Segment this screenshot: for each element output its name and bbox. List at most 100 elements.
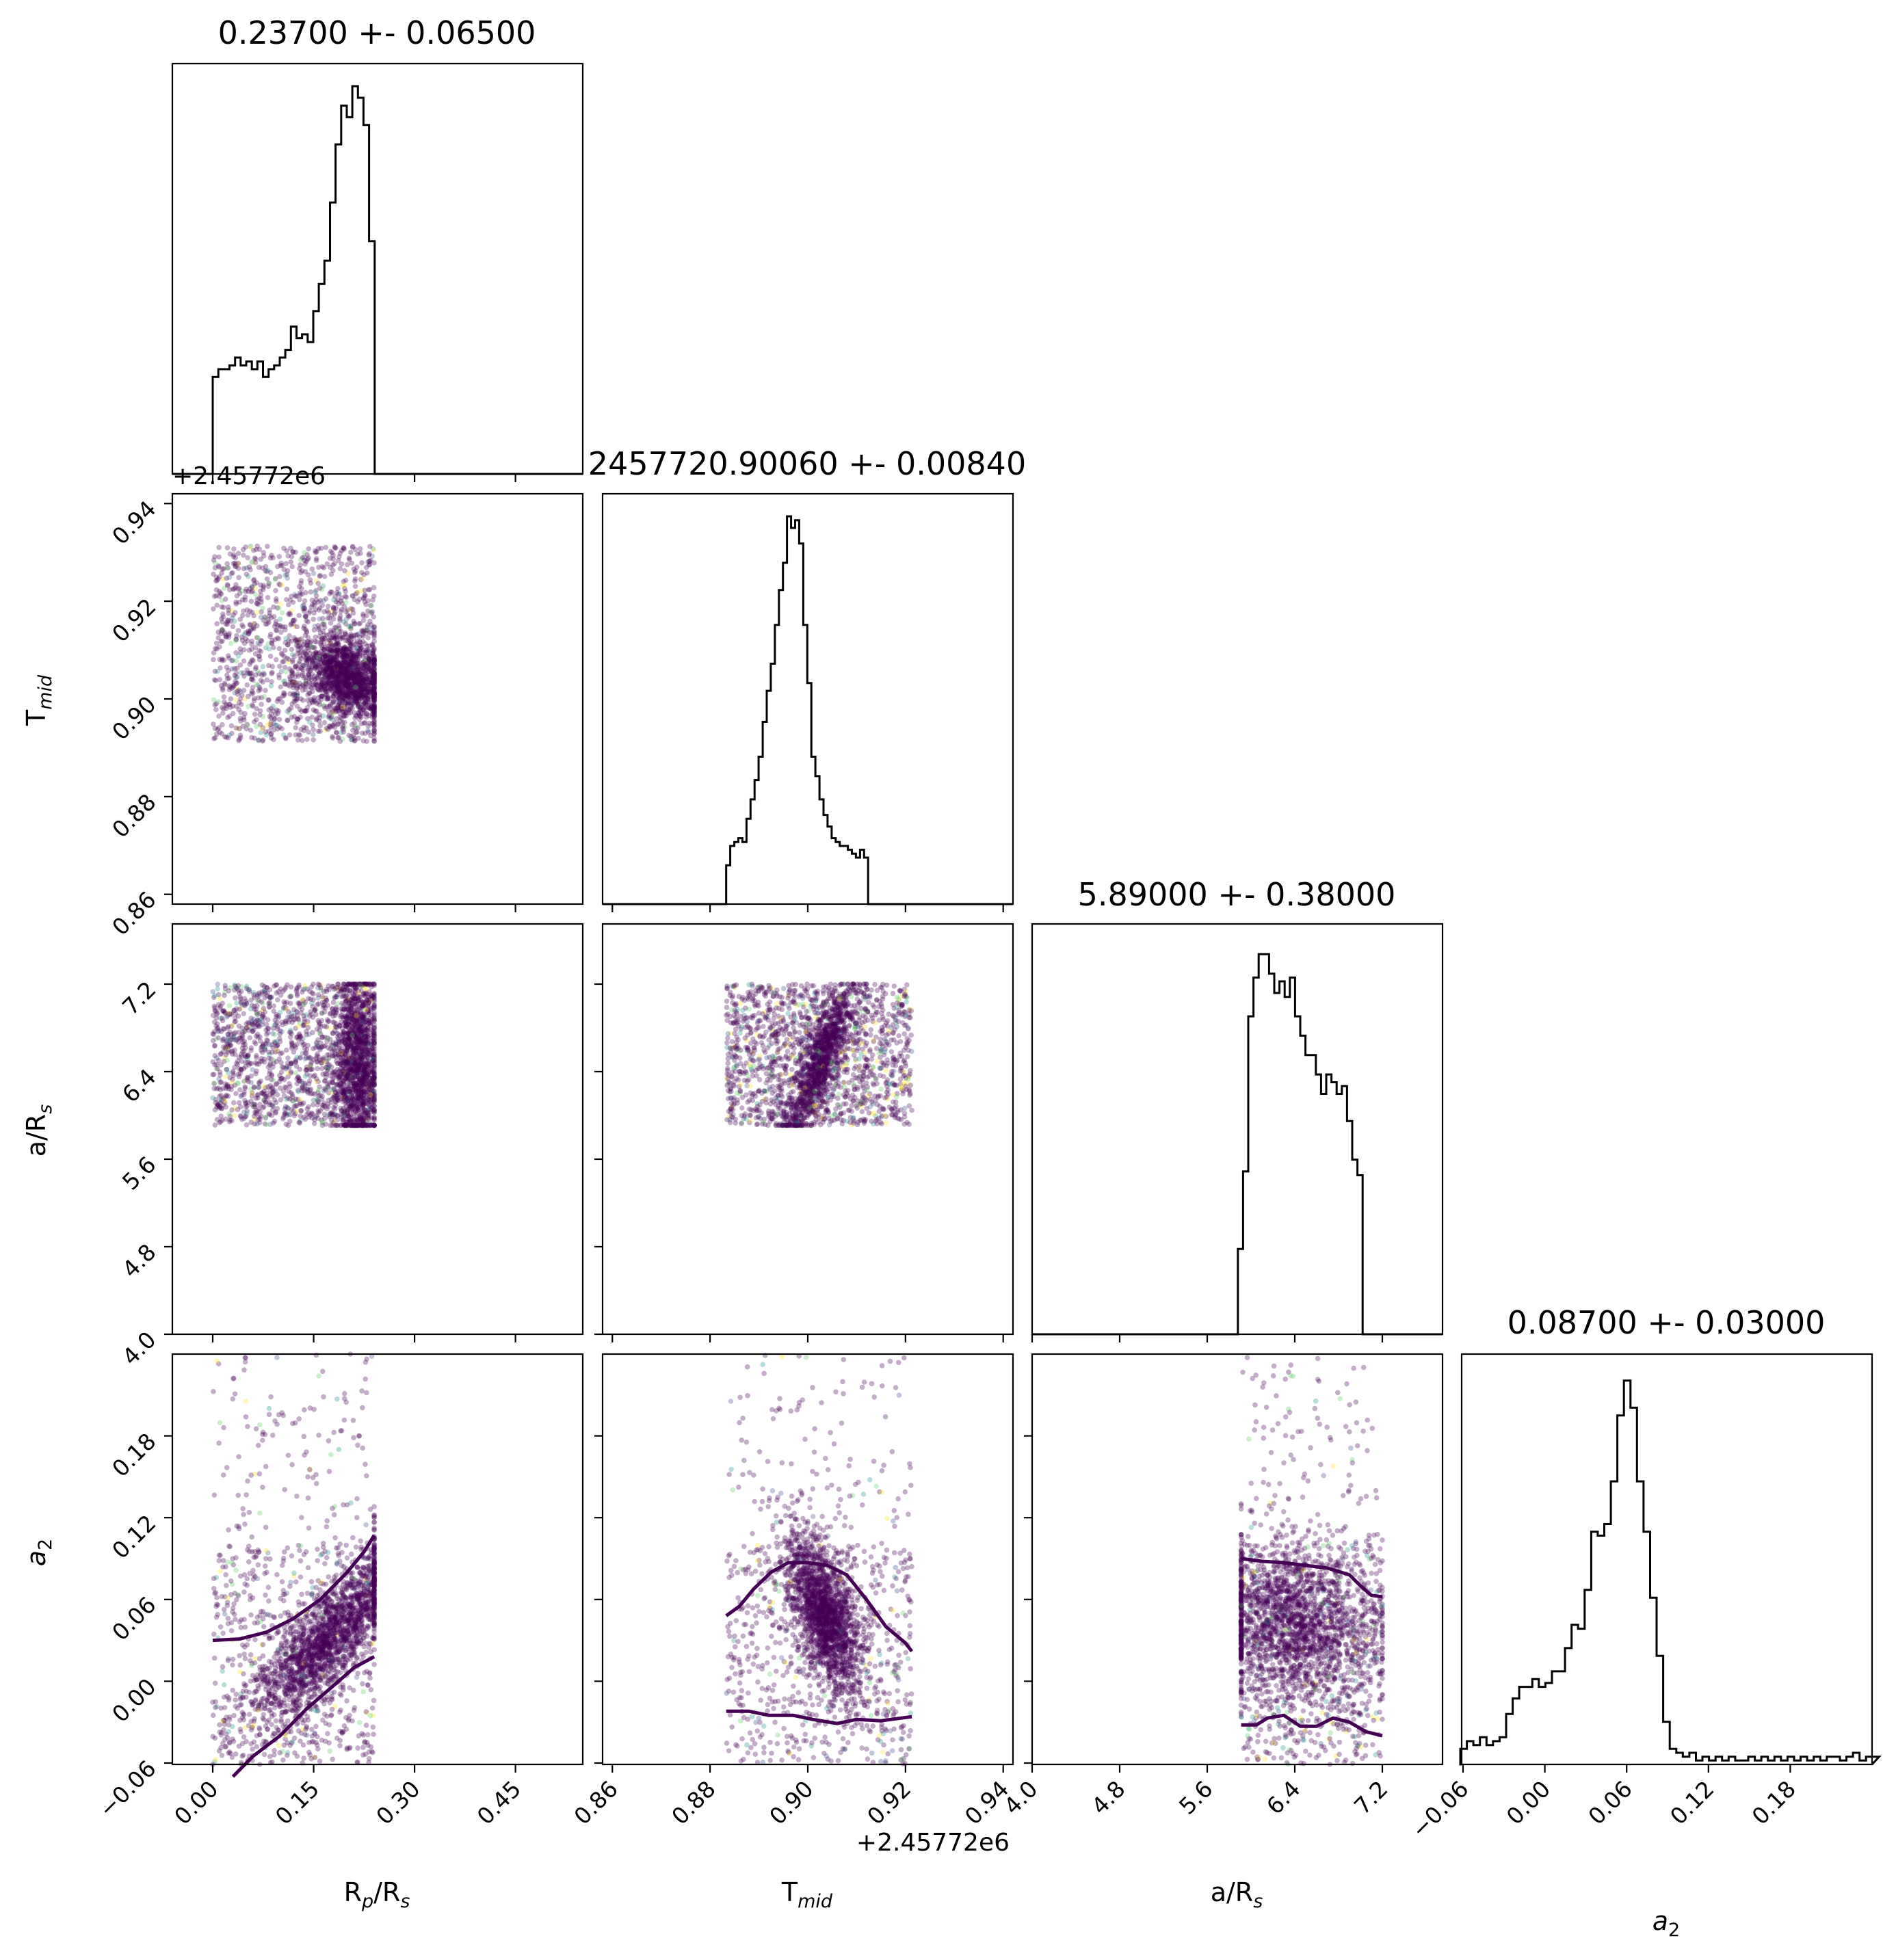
scatter-point: [276, 675, 282, 680]
scatter-point: [287, 597, 293, 603]
scatter-point: [267, 607, 273, 613]
scatter-point: [367, 666, 373, 672]
scatter-point: [303, 590, 308, 596]
scatter-point: [285, 717, 290, 723]
scatter-point: [256, 653, 262, 659]
scatter-point: [334, 648, 341, 653]
scatter-point: [354, 671, 359, 677]
scatter-point: [212, 702, 218, 708]
scatter-point: [218, 639, 224, 644]
scatter-point: [365, 696, 371, 702]
scatter-point: [345, 654, 350, 660]
scatter-point: [354, 729, 360, 734]
scatter-point: [250, 559, 256, 566]
scatter-point: [337, 739, 343, 744]
scatter-point: [309, 644, 315, 650]
scatter-point: [236, 574, 241, 581]
scatter-point: [339, 628, 344, 635]
scatter-point: [252, 651, 259, 657]
scatter-point: [324, 652, 330, 657]
scatter-point: [363, 641, 368, 646]
scatter-point: [366, 729, 371, 735]
scatter-point: [233, 601, 239, 607]
scatter-point: [312, 699, 317, 704]
scatter-point: [212, 1043, 218, 1049]
scatter-point: [310, 658, 315, 664]
scatter-point: [218, 665, 223, 671]
scatter-point: [266, 1102, 272, 1108]
scatter-point: [215, 576, 221, 582]
scatter-point: [311, 610, 317, 615]
scatter-point: [346, 732, 352, 739]
scatter-point: [320, 665, 326, 672]
scatter-point: [321, 683, 328, 689]
scatter-point: [288, 1069, 294, 1074]
scatter-point: [232, 672, 237, 678]
scatter-point: [352, 735, 358, 741]
scatter-point: [213, 1015, 220, 1021]
scatter-point: [237, 1087, 243, 1093]
scatter-point: [367, 544, 373, 549]
scatter-point: [326, 1098, 332, 1103]
scatter-point: [248, 1073, 254, 1079]
scatter-point: [302, 1056, 308, 1062]
scatter-point: [335, 674, 341, 679]
scatter-point: [340, 704, 346, 710]
scatter-point: [259, 702, 264, 707]
scatter-point: [363, 686, 369, 692]
scatter-point: [306, 1081, 312, 1087]
scatter-point: [354, 680, 359, 687]
scatter-point: [223, 596, 228, 602]
scatter-point: [247, 1035, 253, 1041]
scatter-point: [279, 726, 285, 732]
scatter-point: [231, 683, 236, 688]
scatter-point: [348, 674, 354, 680]
scatter-point: [273, 627, 279, 633]
scatter-point: [328, 665, 334, 671]
scatter-point: [217, 730, 223, 735]
scatter-point: [355, 693, 360, 700]
scatter-point: [237, 646, 243, 652]
scatter-point: [357, 648, 363, 654]
scatter-point: [231, 546, 237, 552]
scatter-point: [217, 644, 222, 650]
scatter-point: [226, 1070, 231, 1076]
scatter-point: [328, 670, 334, 676]
scatter-point: [218, 1052, 224, 1057]
scatter-point: [215, 986, 220, 992]
scatter-point: [302, 986, 308, 992]
scatter-point: [212, 565, 218, 571]
scatter-point: [271, 644, 276, 650]
scatter-point: [226, 631, 233, 637]
scatter-point: [261, 672, 267, 677]
scatter-point: [265, 583, 272, 590]
scatter-point: [319, 645, 326, 650]
scatter-point: [237, 590, 243, 596]
scatter-point: [220, 614, 226, 620]
scatter-point: [312, 674, 317, 679]
scatter-point: [270, 1120, 276, 1126]
scatter-point: [244, 667, 250, 673]
scatter-point: [254, 1017, 261, 1023]
scatter-point: [321, 719, 328, 726]
scatter-point: [371, 547, 377, 553]
scatter-point: [254, 580, 260, 585]
scatter-point: [350, 607, 356, 612]
scatter-point: [371, 724, 377, 730]
scatter-point: [287, 710, 292, 716]
scatter-point: [284, 597, 289, 602]
scatter-point: [264, 677, 270, 683]
scatter-point: [294, 693, 300, 698]
scatter-point: [335, 672, 341, 678]
scatter-point: [357, 546, 363, 552]
scatter-point: [306, 1104, 311, 1110]
scatter-point: [371, 704, 377, 709]
scatter-point: [291, 713, 298, 719]
scatter-point: [350, 660, 356, 665]
scatter-point: [225, 734, 231, 741]
scatter-point: [246, 574, 251, 579]
scatter-point: [217, 657, 223, 663]
scatter-point: [280, 624, 285, 630]
scatter-point: [371, 654, 377, 660]
scatter-point: [263, 687, 268, 693]
